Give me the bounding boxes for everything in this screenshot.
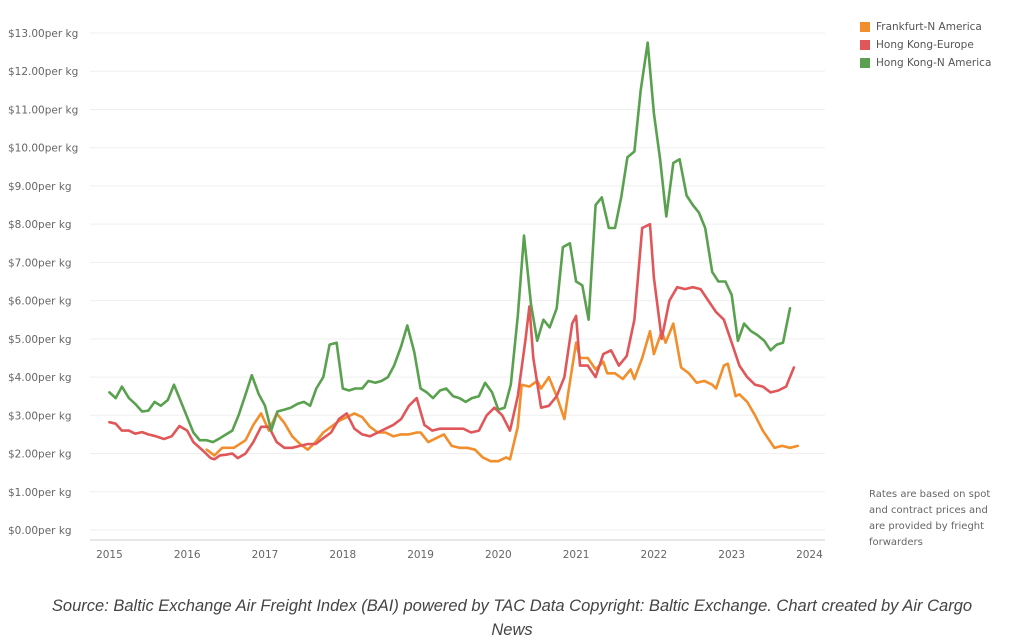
x-axis-ticks: 2015 2016 2017 2018 2019 2020 2021 2022 2023 2024 <box>96 549 823 561</box>
legend-item-hong-kong-europe[interactable]: Hong Kong-Europe <box>860 36 991 54</box>
rates-note-line: Rates are based on spot <box>869 489 991 500</box>
legend: Frankfurt-N America Hong Kong-Europe Hon… <box>860 18 991 72</box>
y-tick-label: $0.00per kg <box>8 525 72 537</box>
rates-note: Rates are based on spot and contract pri… <box>869 487 1009 551</box>
source-caption-line-1: Source: Baltic Exchange Air Freight Inde… <box>51 597 973 615</box>
y-tick-label: $2.00per kg <box>8 449 72 461</box>
y-tick-label: $7.00per kg <box>8 257 72 269</box>
gridlines <box>90 32 825 531</box>
legend-label-frankfurt-n-america: Frankfurt-N America <box>876 21 982 33</box>
series-line-hong-kong-europe[interactable] <box>108 222 796 461</box>
x-tick-label: 2024 <box>796 549 823 561</box>
x-tick-label: 2020 <box>485 549 512 561</box>
x-tick-label: 2022 <box>641 549 668 561</box>
x-tick-label: 2021 <box>563 549 590 561</box>
source-caption-line-2: News <box>491 621 533 639</box>
y-tick-label: $5.00per kg <box>8 334 72 346</box>
y-tick-label: $4.00per kg <box>8 372 72 384</box>
y-tick-label: $12.00per kg <box>8 66 78 78</box>
y-tick-label: $13.00per kg <box>8 28 78 40</box>
rates-note-line: forwarders <box>869 537 923 548</box>
legend-swatch-hong-kong-europe <box>860 40 870 50</box>
legend-swatch-frankfurt-n-america <box>860 22 870 32</box>
y-tick-label: $8.00per kg <box>8 219 72 231</box>
legend-swatch-hong-kong-n-america <box>860 58 870 68</box>
x-tick-label: 2018 <box>329 549 356 561</box>
rates-note-line: are provided by frieght <box>869 521 985 532</box>
legend-label-hong-kong-europe: Hong Kong-Europe <box>876 39 974 51</box>
legend-label-hong-kong-n-america: Hong Kong-N America <box>876 57 992 69</box>
y-tick-label: $6.00per kg <box>8 296 72 308</box>
y-tick-label: $1.00per kg <box>8 487 72 499</box>
rates-note-line: and contract prices and <box>869 505 988 516</box>
y-tick-label: $11.00per kg <box>8 104 78 116</box>
y-tick-label: $9.00per kg <box>8 181 72 193</box>
x-tick-label: 2019 <box>407 549 434 561</box>
line-chart: $0.00per kg $1.00per kg $2.00per kg $3.00pe… <box>8 28 825 561</box>
y-tick-label: $10.00per kg <box>8 143 78 155</box>
x-tick-label: 2023 <box>718 549 745 561</box>
y-tick-label: $3.00per kg <box>8 410 72 422</box>
series-lines <box>108 41 800 463</box>
legend-item-frankfurt-n-america[interactable]: Frankfurt-N America <box>860 18 991 36</box>
series-line-hong-kong-n-america[interactable] <box>108 41 792 444</box>
legend-item-hong-kong-n-america[interactable]: Hong Kong-N America <box>860 54 991 72</box>
series-line-frankfurt-n-america[interactable] <box>205 322 800 463</box>
x-tick-label: 2015 <box>96 549 123 561</box>
source-caption: Source: Baltic Exchange Air Freight Inde… <box>0 594 1024 642</box>
y-axis-ticks: $0.00per kg $1.00per kg $2.00per kg $3.00pe… <box>8 28 78 537</box>
x-tick-label: 2016 <box>174 549 201 561</box>
x-tick-label: 2017 <box>252 549 279 561</box>
